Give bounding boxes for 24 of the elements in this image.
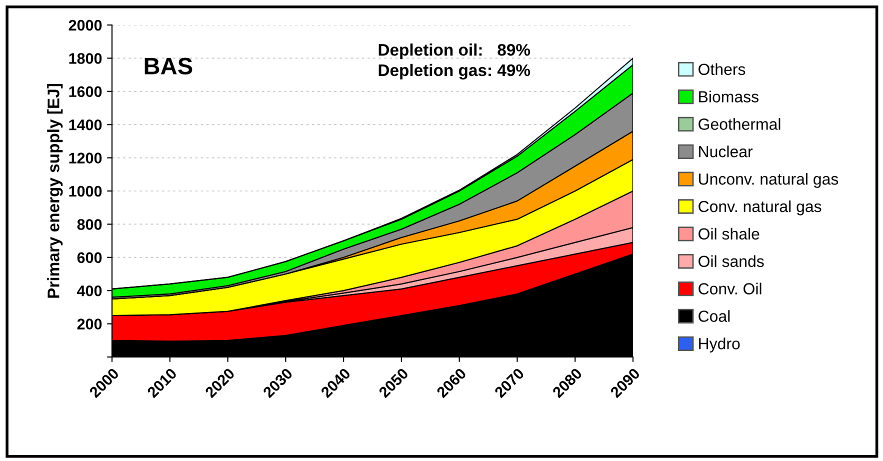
legend-label: Biomass <box>699 90 758 102</box>
legend-label: Others <box>698 63 746 76</box>
y-tick-label: 200 <box>77 318 102 330</box>
y-tick-label: 1200 <box>69 152 102 164</box>
legend-label: Hydro <box>699 338 740 352</box>
annotation: Depletion oil: 89% Depletion gas: 49% <box>378 44 530 80</box>
legend-label: Oil sands <box>698 255 764 268</box>
legend-label: Geothermal <box>698 118 780 130</box>
y-tick-label: 1000 <box>69 186 102 197</box>
legend-label: Oil shale <box>698 228 760 240</box>
legend-label: Unconv. natural gas <box>699 173 838 188</box>
y-tick-label: 1800 <box>69 53 102 64</box>
annotation: BAS <box>144 58 192 74</box>
y-tick-label: 800 <box>77 219 102 230</box>
legend-label: Coal <box>698 310 730 322</box>
legend-label: Conv. natural gas <box>698 200 822 216</box>
legend-label: Conv. Oil <box>698 282 762 294</box>
y-tick-label: 1600 <box>69 86 102 98</box>
y-tick-label: 400 <box>77 285 102 296</box>
legend-label: Nuclear <box>699 146 753 158</box>
y-tick-label: 2000 <box>68 20 102 31</box>
y-tick-label: 600 <box>77 252 102 264</box>
y-axis-title: Primary energy supply [EJ] <box>47 84 63 298</box>
y-tick-label: 1400 <box>69 119 102 130</box>
